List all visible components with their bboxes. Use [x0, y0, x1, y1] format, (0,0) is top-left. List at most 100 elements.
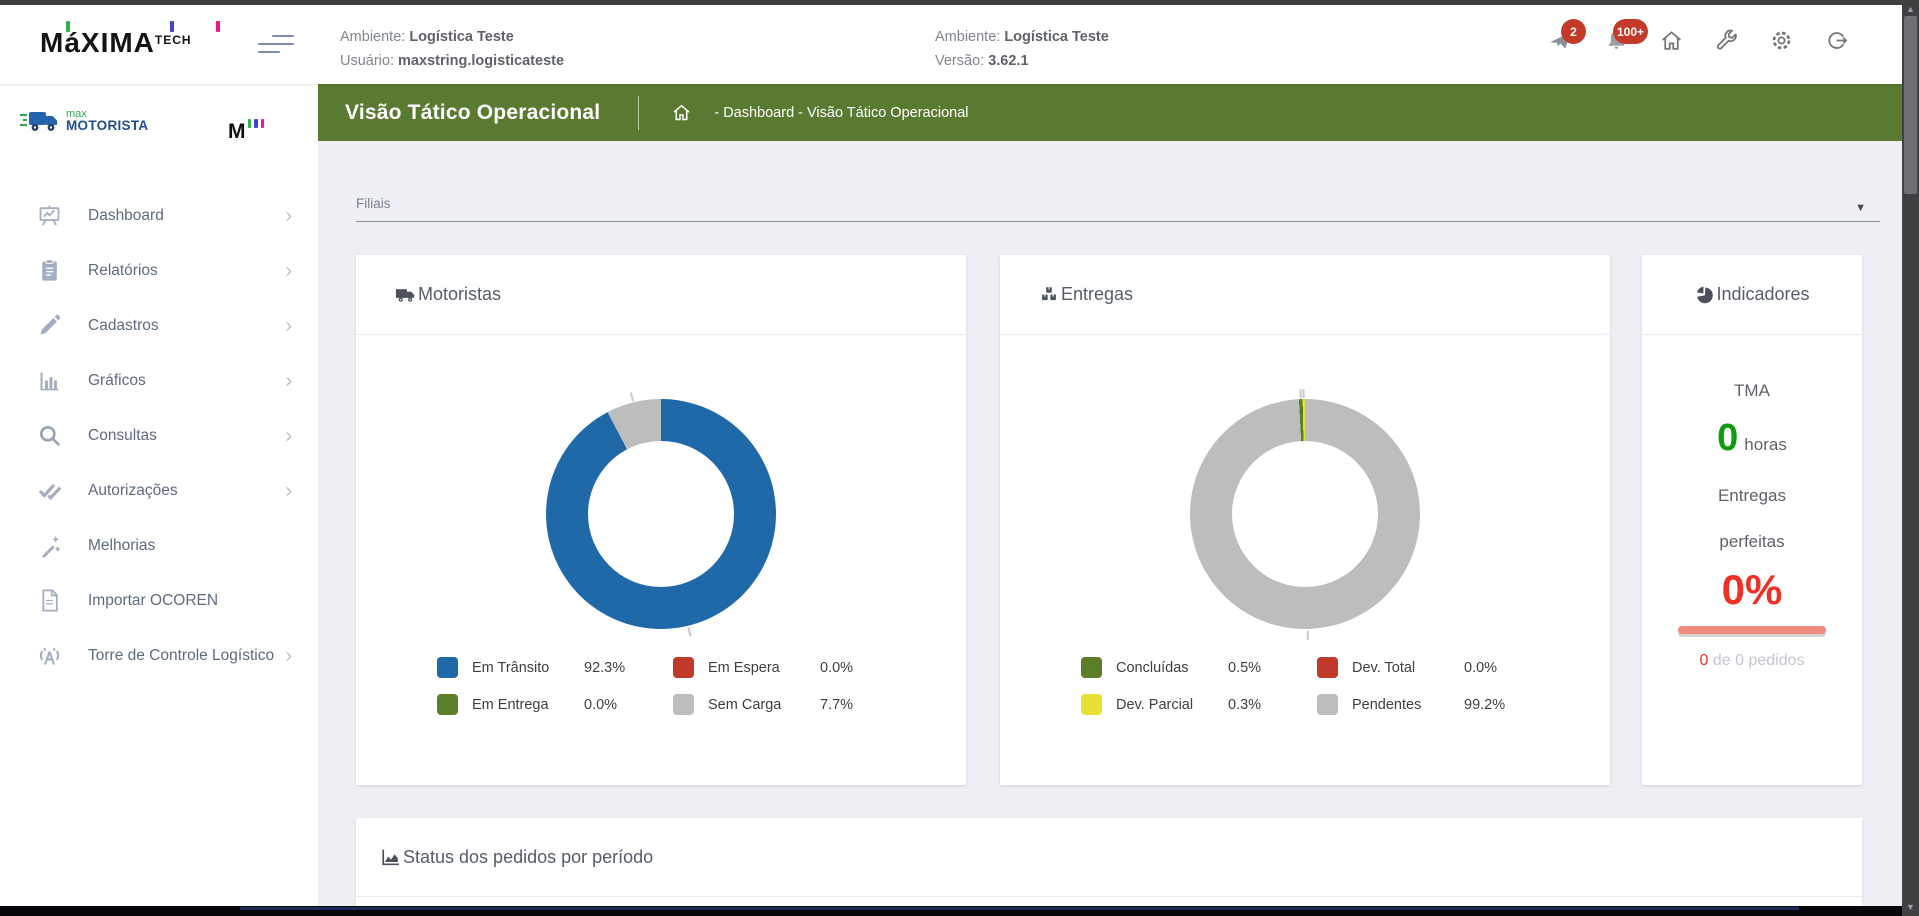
- truck-logo-icon: [20, 112, 57, 131]
- indicadores-body: TMA 0 horas Entregas perfeitas 0% 0 de 0 …: [1642, 335, 1862, 670]
- brand-suffix: TECH: [154, 33, 192, 47]
- legend-swatch: [673, 657, 694, 678]
- legend-item: Em Trânsito 92.3%: [437, 657, 649, 678]
- tma-unit: horas: [1744, 435, 1787, 454]
- motoristas-title: Motoristas: [418, 284, 502, 304]
- status-card-title: Status dos pedidos por período: [403, 846, 654, 867]
- entregas-legend: Concluídas 0.5% Dev. Total 0.0% Dev. Par…: [1000, 657, 1610, 715]
- ambiente-label-2: Ambiente:: [935, 29, 1001, 45]
- legend-swatch: [1081, 694, 1102, 715]
- document-icon: [36, 587, 66, 614]
- report-clipboard-icon: [36, 257, 66, 284]
- pedidos-text: de 0 pedidos: [1712, 652, 1805, 669]
- ambiente-value-2: Logística Teste: [1004, 29, 1109, 45]
- announcements-icon[interactable]: 2: [1548, 19, 1586, 53]
- window-bottom-edge: [0, 906, 1919, 916]
- motoristas-card-header: Motoristas: [356, 255, 966, 335]
- sidebar-item-consultas[interactable]: Consultas ›: [0, 408, 318, 463]
- tools-wrench-icon[interactable]: [1713, 27, 1739, 53]
- maxima-m-mark: M: [228, 110, 267, 144]
- sidebar-item-melhorias[interactable]: Melhorias: [0, 518, 318, 573]
- tma-value: 0: [1717, 417, 1739, 459]
- logo-accent-pink: [216, 21, 220, 32]
- maxmotorista-logo: max MOTORISTA: [18, 104, 148, 136]
- chevron-right-icon: ›: [285, 204, 292, 227]
- version-info: Ambiente: Logística Teste Versão: 3.62.1: [935, 25, 1109, 73]
- settings-gear-icon[interactable]: [1768, 27, 1794, 53]
- status-pedidos-card: Status dos pedidos por período: [356, 818, 1862, 906]
- pedidos-count: 0: [1699, 652, 1709, 669]
- chevron-right-icon: ›: [285, 369, 292, 392]
- scrollbar-thumb[interactable]: [1904, 16, 1917, 194]
- legend-item: Dev. Parcial 0.3%: [1081, 694, 1293, 715]
- window-scrollbar[interactable]: ▲ ▼: [1902, 0, 1919, 916]
- sidebar-item-autorizacoes[interactable]: Autorizações ›: [0, 463, 318, 518]
- page-title: Visão Tático Operacional: [345, 100, 601, 124]
- breadcrumb-home-icon[interactable]: [671, 102, 692, 123]
- motoristas-card: Motoristas Em Trânsito 92.3% Em Espera 0…: [356, 255, 966, 785]
- sidebar-menu: Dashboard › Relatórios › Cadastros › Grá…: [0, 188, 318, 683]
- legend-swatch: [1317, 694, 1338, 715]
- versao-label: Versão:: [935, 53, 985, 69]
- ambiente-value: Logística Teste: [409, 29, 514, 45]
- home-icon[interactable]: [1658, 27, 1684, 53]
- chevron-right-icon: ›: [285, 314, 292, 337]
- sidebar-item-relatorios[interactable]: Relatórios ›: [0, 243, 318, 298]
- entregas-title: Entregas: [1061, 284, 1134, 304]
- chevron-right-icon: ›: [285, 644, 292, 667]
- filiais-label: Filiais: [356, 196, 391, 211]
- indicadores-card: Indicadores TMA 0 horas Entregas perfeita…: [1642, 255, 1862, 785]
- pedidos-footnote: 0 de 0 pedidos: [1642, 652, 1862, 670]
- truck-icon: [395, 289, 415, 302]
- product-line1: max: [66, 108, 87, 120]
- boxes-icon: [1042, 286, 1056, 300]
- scroll-down-arrow[interactable]: ▼: [1906, 902, 1915, 912]
- sidebar-item-dashboard[interactable]: Dashboard ›: [0, 188, 318, 243]
- breadcrumb-text: - Dashboard - Visão Tático Operacional: [714, 104, 969, 121]
- menu-toggle-icon[interactable]: [258, 35, 294, 57]
- main-content: Filiais ▼ Motoristas Em Trânsito 92.3%: [318, 141, 1902, 906]
- logo-accent-blue: [170, 21, 174, 32]
- sidebar-item-importar-ocoren[interactable]: Importar OCOREN: [0, 573, 318, 628]
- pencil-icon: [36, 312, 66, 339]
- window-top-edge: [0, 0, 1919, 5]
- indicadores-title: Indicadores: [1716, 284, 1810, 304]
- legend-item: Concluídas 0.5%: [1081, 657, 1293, 678]
- chevron-right-icon: ›: [285, 259, 292, 282]
- double-check-icon: [36, 477, 66, 504]
- logout-icon[interactable]: [1823, 27, 1849, 53]
- product-line2: MOTORISTA: [66, 118, 149, 133]
- ambiente-label: Ambiente:: [340, 29, 406, 45]
- filiais-select[interactable]: Filiais ▼: [356, 196, 1880, 222]
- versao-value: 3.62.1: [988, 53, 1029, 69]
- legend-item: Em Entrega 0.0%: [437, 694, 649, 715]
- notifications-badge: 100+: [1613, 19, 1649, 44]
- legend-swatch: [673, 694, 694, 715]
- announcements-badge: 2: [1561, 19, 1586, 44]
- legend-item: Sem Carga 7.7%: [673, 694, 885, 715]
- entregas-card: Entregas Concluídas 0.5% Dev. Total 0.0%: [1000, 255, 1610, 785]
- usuario-value: maxstring.logisticateste: [398, 53, 565, 69]
- indicadores-card-header: Indicadores: [1642, 255, 1862, 335]
- app-header: MáXIMATECH Ambiente: Logística Teste Usu…: [0, 5, 1919, 84]
- entregas-card-header: Entregas: [1000, 255, 1610, 335]
- notifications-bell-icon[interactable]: 100+: [1603, 19, 1649, 53]
- chevron-right-icon: ›: [285, 424, 292, 447]
- control-tower-antenna-icon: [36, 642, 66, 669]
- scroll-up-arrow[interactable]: ▲: [1906, 4, 1915, 14]
- bar-chart-icon: [36, 367, 66, 394]
- sidebar: max MOTORISTA M Dashboard › Relatórios ›…: [0, 84, 318, 906]
- legend-swatch: [437, 657, 458, 678]
- sidebar-item-cadastros[interactable]: Cadastros ›: [0, 298, 318, 353]
- legend-swatch: [1081, 657, 1102, 678]
- motoristas-donut-chart: [546, 391, 776, 637]
- titlebar-divider: [638, 95, 640, 130]
- area-chart-icon: [382, 849, 399, 866]
- filiais-underline: [356, 221, 1880, 222]
- perfect-deliveries-line2: perfeitas: [1719, 532, 1785, 551]
- legend-item: Pendentes 99.2%: [1317, 694, 1529, 715]
- sidebar-item-graficos[interactable]: Gráficos ›: [0, 353, 318, 408]
- maxima-tech-logo: MáXIMATECH: [40, 21, 240, 59]
- progress-bar: [1678, 626, 1826, 634]
- sidebar-item-torre-de-controle[interactable]: Torre de Controle Logístico ›: [0, 628, 318, 683]
